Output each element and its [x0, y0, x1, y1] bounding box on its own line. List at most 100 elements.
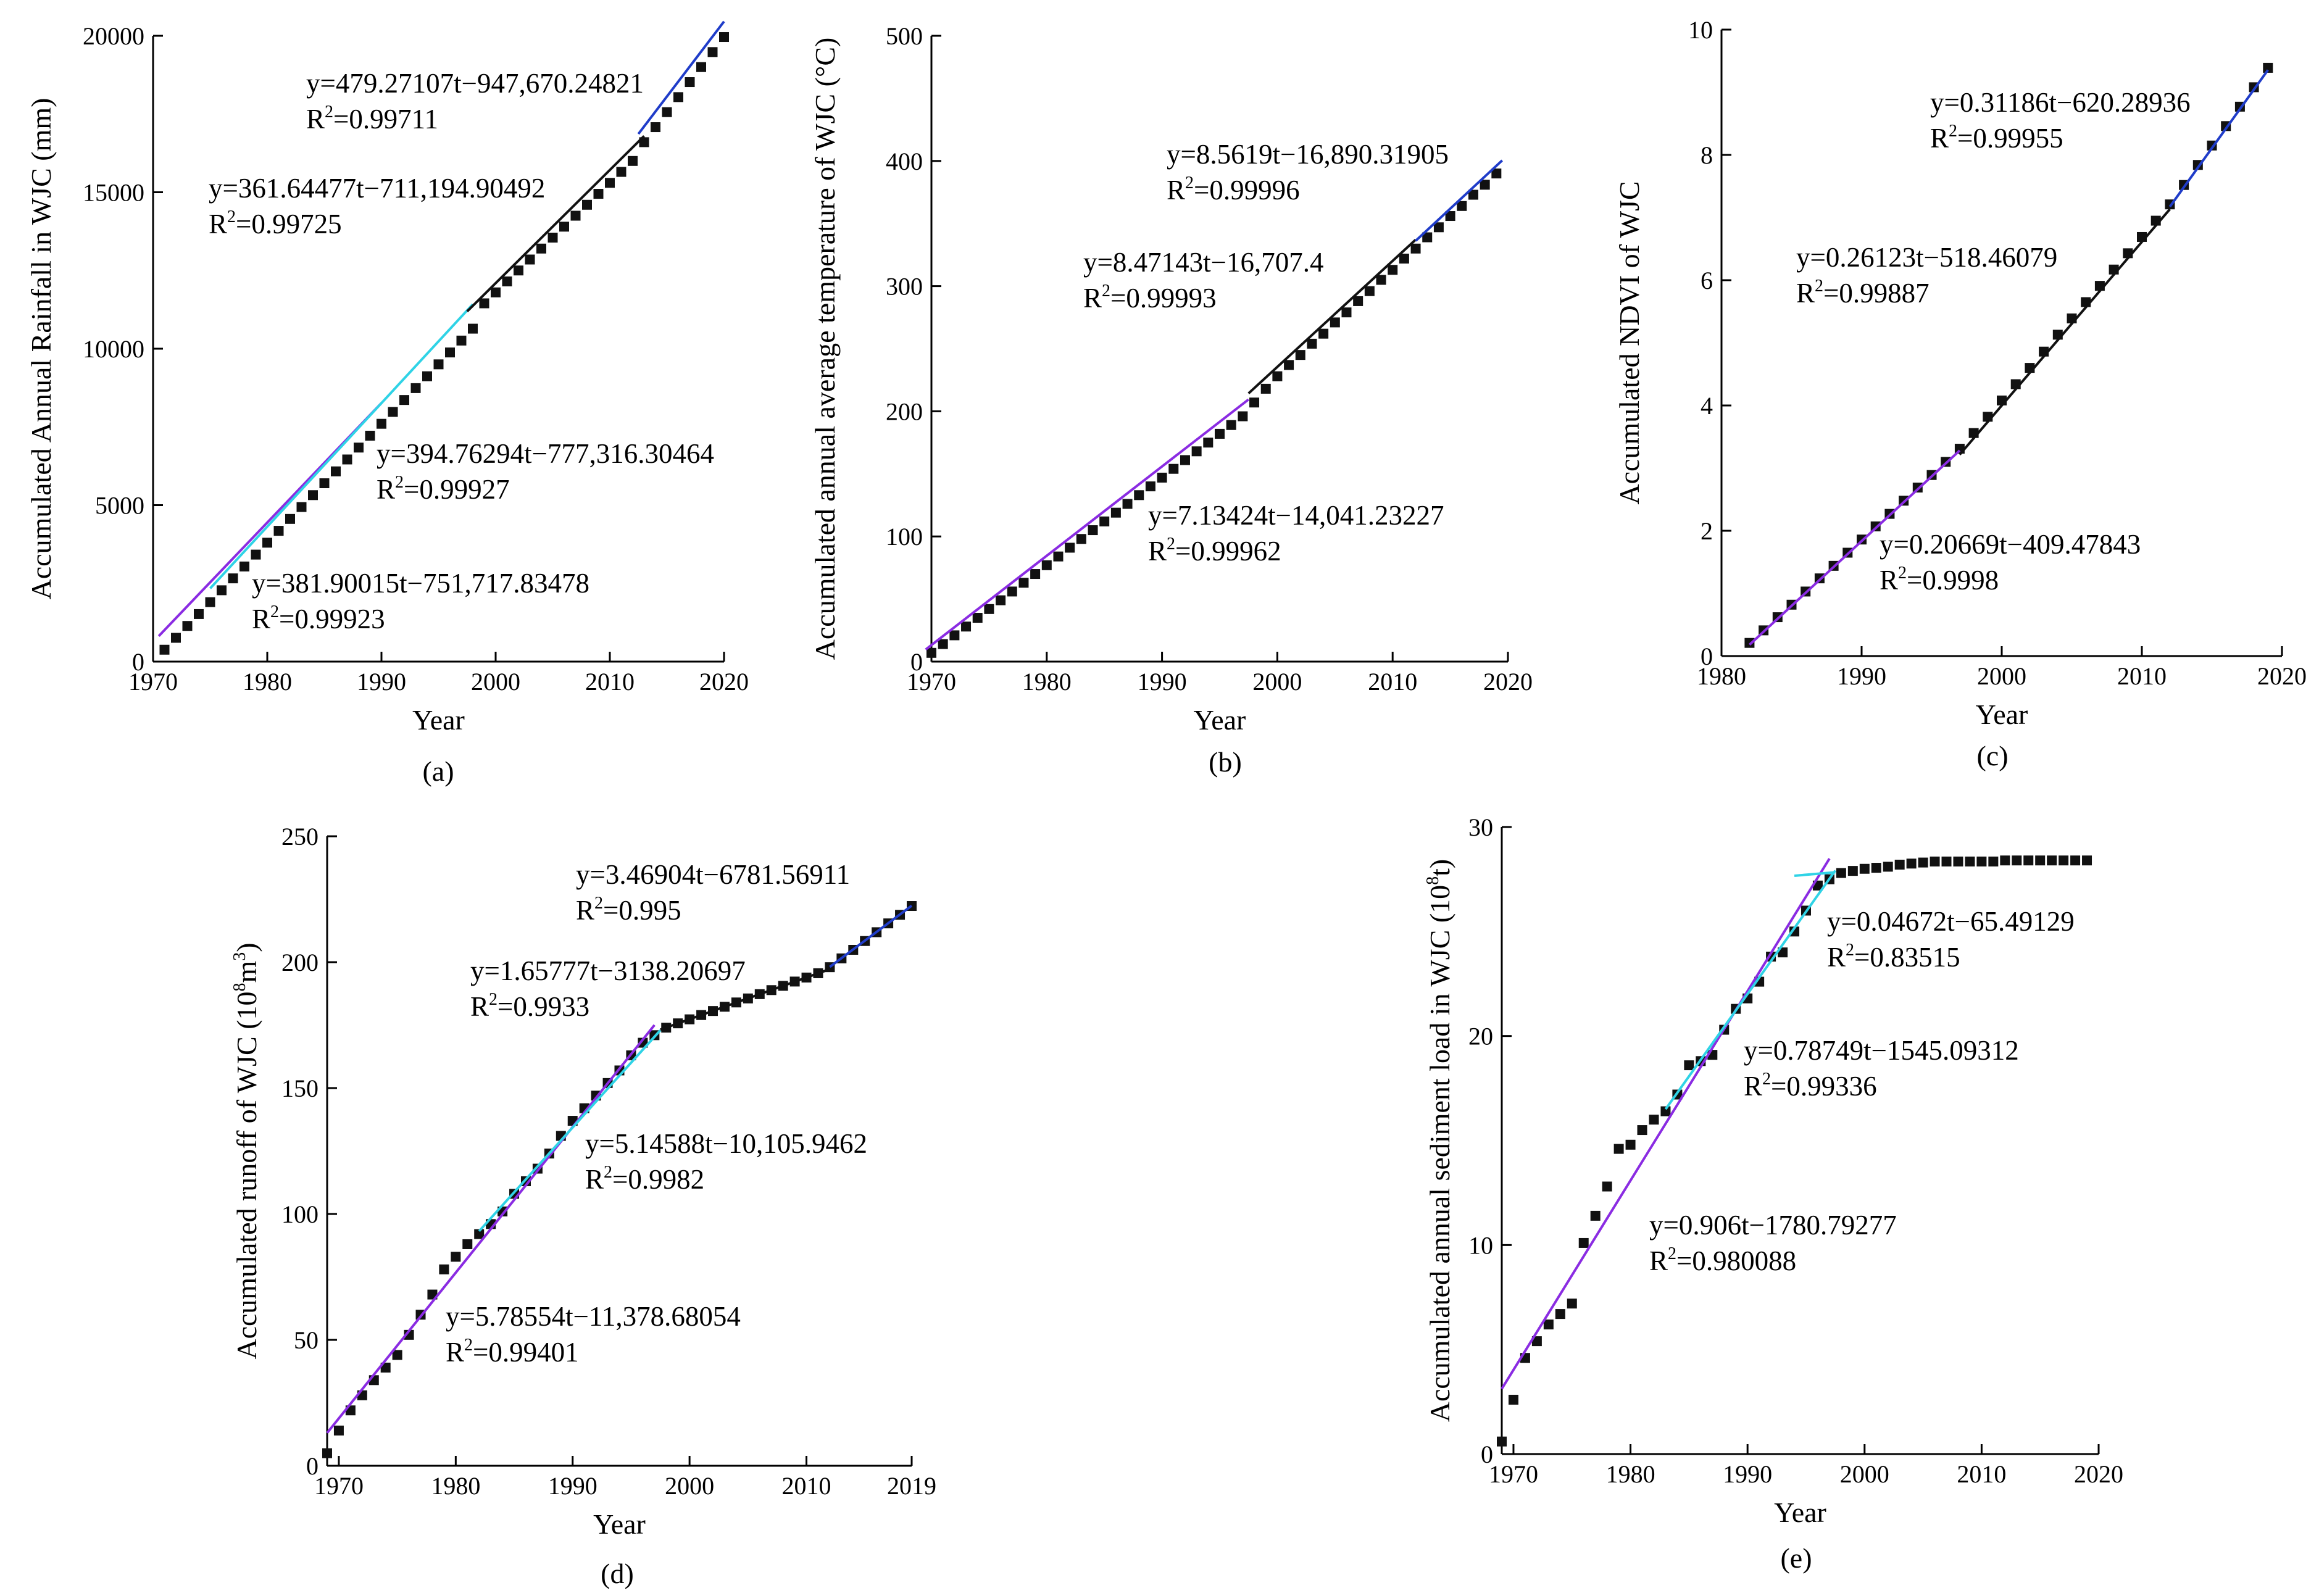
data-point: [308, 490, 318, 501]
r-squared-value: =0.99993: [1110, 283, 1217, 314]
data-point: [1480, 180, 1490, 190]
r-squared-superscript: 2: [325, 102, 333, 122]
r-squared-superscript: 2: [1668, 1244, 1676, 1263]
fit-equation: y=0.04672t−65.49129: [1827, 906, 2075, 937]
r-squared-superscript: 2: [604, 1163, 612, 1182]
data-point: [1215, 428, 1225, 439]
data-point: [1088, 525, 1098, 536]
y-axis-label-superscript: 3: [230, 952, 249, 961]
data-point: [491, 287, 501, 297]
data-point: [1684, 1060, 1694, 1071]
data-point: [285, 513, 295, 524]
data-point: [251, 549, 261, 560]
data-point: [1789, 926, 1800, 937]
data-point: [1555, 1309, 1565, 1320]
data-point: [651, 122, 660, 133]
x-tick-label: 1990: [1837, 662, 1886, 690]
y-tick-label: 10000: [83, 335, 144, 363]
data-point: [273, 526, 284, 536]
fit-equation: y=479.27107t−947,670.24821: [306, 68, 644, 99]
data-point: [1041, 560, 1052, 570]
data-point: [392, 1350, 402, 1360]
data-point: [1871, 863, 1881, 873]
y-tick-label: 50: [294, 1326, 318, 1354]
x-tick-label: 2010: [782, 1472, 831, 1500]
data-point: [462, 1239, 473, 1249]
y-tick-label: 200: [281, 949, 318, 976]
fit-r-squared: R2=0.99401: [446, 1336, 579, 1368]
r-squared-superscript: 2: [489, 990, 498, 1009]
x-axis-label: Year: [1774, 1497, 1826, 1528]
data-point: [1433, 222, 1444, 233]
x-tick-label: 2000: [1840, 1460, 1889, 1488]
r-squared-value: =0.980088: [1676, 1245, 1796, 1276]
data-point: [1030, 569, 1041, 580]
r-squared-superscript: 2: [1762, 1070, 1771, 1089]
data-point: [333, 1425, 344, 1436]
data-point: [1918, 857, 1928, 868]
data-point: [536, 243, 546, 254]
data-point: [1422, 232, 1433, 243]
y-tick-label: 300: [886, 273, 923, 301]
fit-line: [2168, 69, 2269, 208]
chart-panel-e: 1970 1980 1990 2000 2010 2020 0 10 20 30 Year Accum…: [1423, 813, 2123, 1574]
y-axis-label: Accumulated annual average temperature o…: [809, 38, 841, 660]
y-axis-label: Accumulated annual sediment load in WJC …: [1423, 859, 1455, 1423]
fit-line: [326, 1024, 656, 1434]
data-point: [1445, 211, 1455, 222]
data-point: [410, 383, 421, 393]
x-tick-label: 2020: [1483, 668, 1533, 696]
data-point: [593, 189, 604, 199]
data-point: [1543, 1320, 1554, 1330]
y-axis-label-unit: m: [231, 960, 262, 983]
chart-panel-d: 1970 1980 1990 2000 2010 2019 0 50 100 150 200 250 Y…: [230, 823, 936, 1589]
data-point: [582, 199, 592, 210]
y-tick-label: 20: [1468, 1023, 1493, 1050]
y-tick-label: 5000: [95, 492, 144, 520]
data-point: [1847, 866, 1858, 876]
r-squared-symbol: R: [306, 104, 325, 135]
data-point: [1497, 1436, 1507, 1447]
data-point: [949, 630, 960, 641]
data-point: [1145, 481, 1155, 492]
r-squared-value: =0.9982: [612, 1164, 704, 1195]
x-tick-label: 2000: [665, 1472, 714, 1500]
y-tick-label: 0: [1481, 1440, 1493, 1468]
chart-panel-a: 1970 1980 1990 2000 2010 2020 0 5000 10000 15000 2…: [25, 20, 749, 787]
fit-line: [466, 135, 645, 313]
data-point: [1930, 856, 1940, 867]
data-point: [1941, 856, 1952, 867]
fit-r-squared: R2=0.99993: [1083, 281, 1217, 314]
x-tick-label: 1990: [357, 668, 406, 696]
data-point: [1988, 856, 1999, 867]
data-point: [451, 1252, 461, 1262]
fit-equation: y=381.90015t−751,717.83478: [252, 568, 589, 599]
y-tick-label: 0: [132, 648, 144, 676]
data-point: [502, 276, 512, 286]
data-point: [719, 32, 729, 43]
r-squared-value: =0.99711: [333, 104, 438, 135]
fit-r-squared: R2=0.99725: [209, 207, 342, 239]
r-squared-value: =0.99336: [1771, 1071, 1877, 1102]
fit-r-squared: R2=0.83515: [1827, 941, 1960, 973]
data-point: [1007, 586, 1017, 597]
y-axis-label-unit: t): [1424, 859, 1455, 876]
fit-line: [660, 968, 831, 1031]
x-tick-label: 2010: [1368, 668, 1417, 696]
x-tick-label: 1990: [1138, 668, 1187, 696]
y-tick-label: 4: [1701, 392, 1713, 420]
y-axis-label-text: Accumulated annual average temperature o…: [809, 38, 841, 660]
r-squared-symbol: R: [446, 1337, 464, 1368]
x-tick-label: 2020: [699, 668, 749, 696]
data-point: [474, 1229, 485, 1239]
y-tick-label: 0: [910, 648, 923, 676]
panel-caption: (d): [601, 1558, 634, 1589]
x-tick-label: 1970: [1489, 1460, 1538, 1488]
data-point: [1364, 286, 1375, 296]
panel-caption: (b): [1209, 746, 1242, 778]
data-point: [205, 597, 215, 607]
data-point: [2000, 855, 2010, 866]
x-tick-label: 1980: [1606, 1460, 1655, 1488]
fit-equation: y=3.46904t−6781.56911: [576, 859, 850, 890]
data-point: [1053, 551, 1064, 562]
